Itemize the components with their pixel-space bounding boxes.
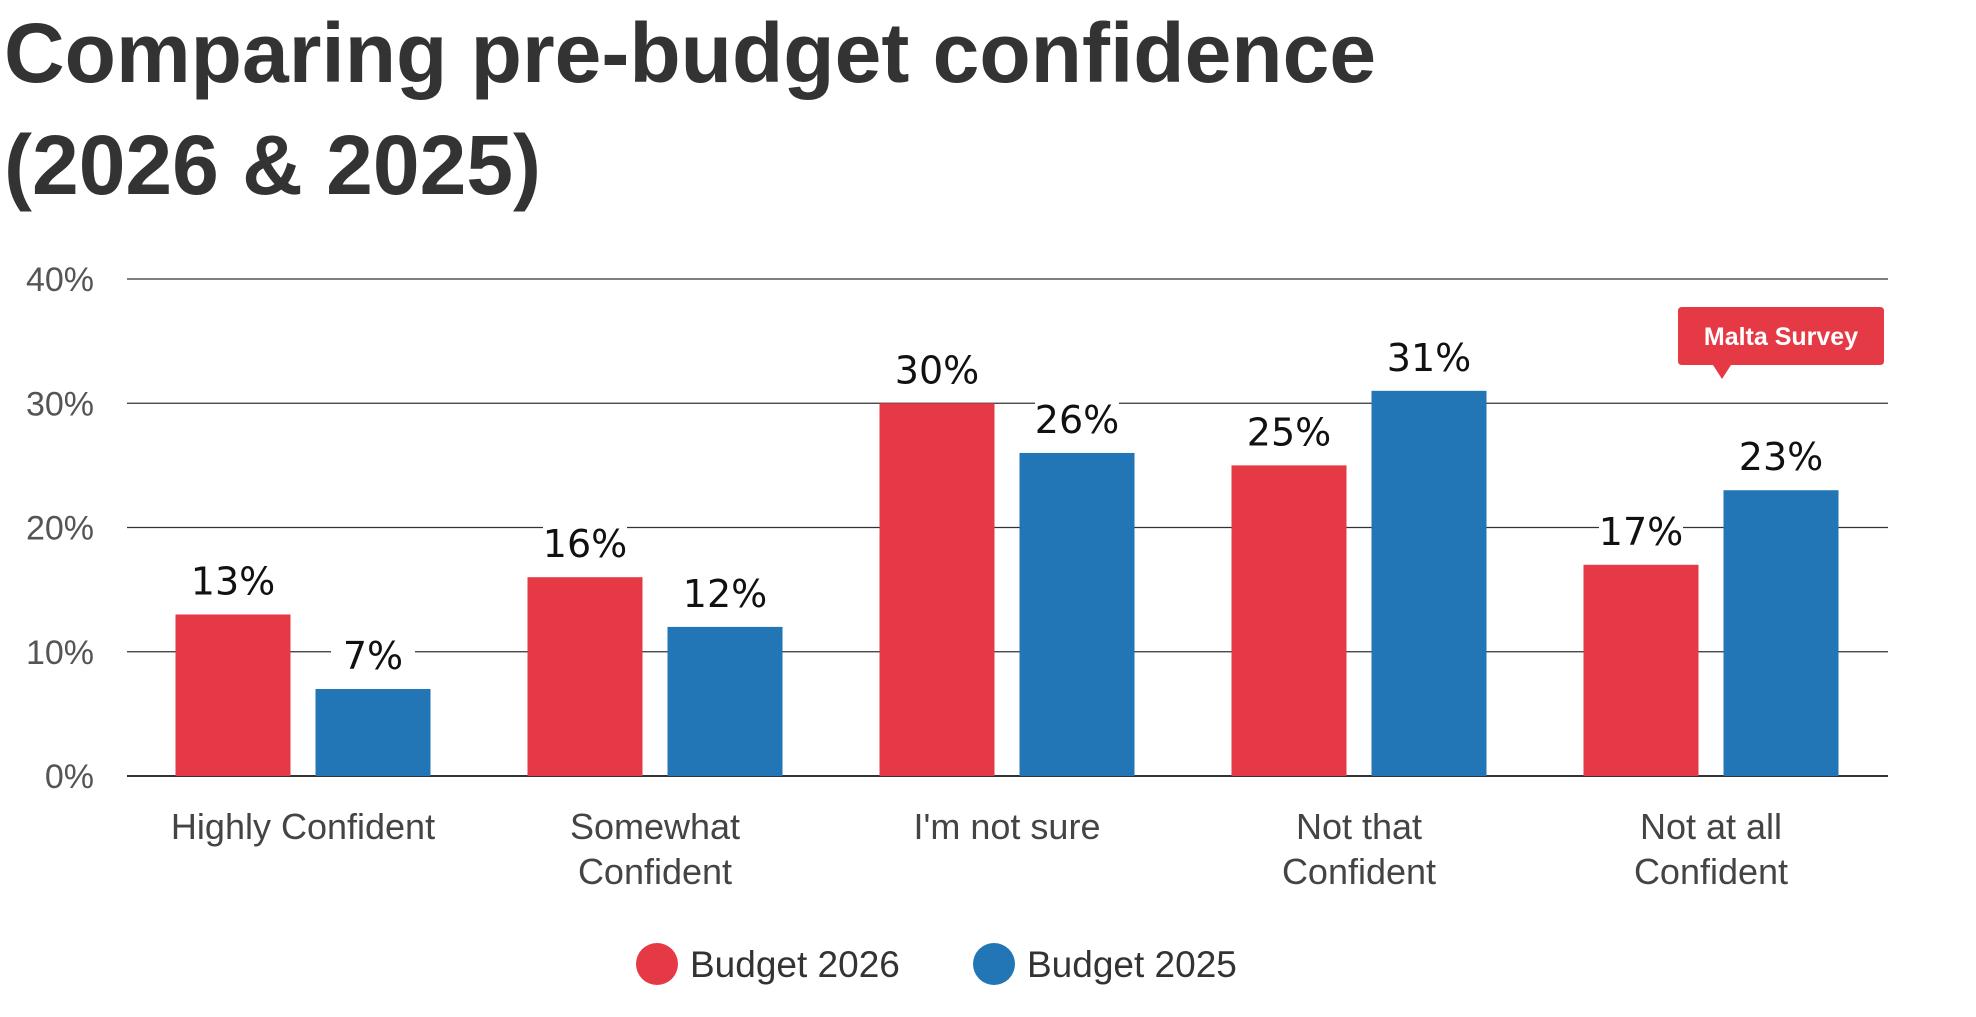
malta-survey-badge: Malta Survey xyxy=(1678,307,1884,379)
data-label-backdrop xyxy=(1387,330,1471,379)
y-tick-label: 20% xyxy=(26,510,94,548)
category-label: Highly Confident xyxy=(171,806,435,847)
category-label: I'm not sure xyxy=(914,806,1101,847)
badge-background xyxy=(1678,307,1884,379)
bar-budget-2025 xyxy=(1019,452,1135,776)
data-label-backdrop xyxy=(683,566,767,615)
category-label: Confident xyxy=(578,851,732,892)
y-tick-label: 10% xyxy=(26,634,94,672)
bar-budget-2025 xyxy=(667,626,783,776)
chart-title-line-1: Comparing pre-budget confidence xyxy=(4,6,1376,100)
legend: Budget 2026 Budget 2025 xyxy=(636,943,1237,985)
bars xyxy=(175,390,1839,776)
bar-budget-2026 xyxy=(175,614,291,776)
bar-budget-2025 xyxy=(315,689,431,776)
data-label: 16% xyxy=(543,522,627,566)
data-label: 25% xyxy=(1247,410,1331,454)
y-axis-ticks: 0% 10% 20% 30% 40% xyxy=(26,261,94,796)
chart-title: Comparing pre-budget confidence (2026 & … xyxy=(4,6,1376,212)
data-label: 31% xyxy=(1387,336,1471,380)
category-label: Not that xyxy=(1296,806,1422,847)
bar-budget-2025 xyxy=(1371,390,1487,776)
data-label-backdrop xyxy=(543,517,627,566)
bar-budget-2025 xyxy=(1723,490,1839,776)
data-label: 13% xyxy=(191,559,275,603)
data-label: 26% xyxy=(1035,398,1119,442)
data-label-backdrop xyxy=(331,629,415,678)
legend-swatch xyxy=(973,943,1015,985)
legend-label: Budget 2025 xyxy=(1027,944,1237,985)
data-label-backdrop xyxy=(191,554,275,603)
data-label: 30% xyxy=(895,348,979,392)
data-label-backdrop xyxy=(895,343,979,392)
bar-budget-2026 xyxy=(1583,564,1699,776)
badge-label: Malta Survey xyxy=(1704,323,1858,351)
bar-budget-2026 xyxy=(1231,465,1347,776)
category-label: Confident xyxy=(1634,851,1788,892)
legend-label: Budget 2026 xyxy=(690,944,900,985)
data-label-backdrop xyxy=(1599,504,1683,553)
data-label: 23% xyxy=(1739,435,1823,479)
data-label: 7% xyxy=(343,634,403,678)
data-label: 12% xyxy=(683,572,767,616)
category-label: Confident xyxy=(1282,851,1436,892)
category-label: Somewhat xyxy=(570,806,740,847)
bar-budget-2026 xyxy=(879,403,995,776)
chart-title-line-2: (2026 & 2025) xyxy=(4,118,541,212)
y-tick-label: 30% xyxy=(26,385,94,423)
y-tick-label: 40% xyxy=(26,261,94,299)
category-label: Not at all xyxy=(1640,806,1782,847)
y-tick-label: 0% xyxy=(45,758,94,796)
bar-budget-2026 xyxy=(527,577,643,776)
data-labels: 13% 7% 16% 12% 30% 26% 25% 31% 17% 23% xyxy=(191,330,1823,678)
data-label-backdrop xyxy=(1739,430,1823,479)
legend-swatch xyxy=(636,943,678,985)
data-label-backdrop xyxy=(1035,392,1119,441)
data-label: 17% xyxy=(1599,510,1683,554)
data-label-backdrop xyxy=(1247,405,1331,454)
